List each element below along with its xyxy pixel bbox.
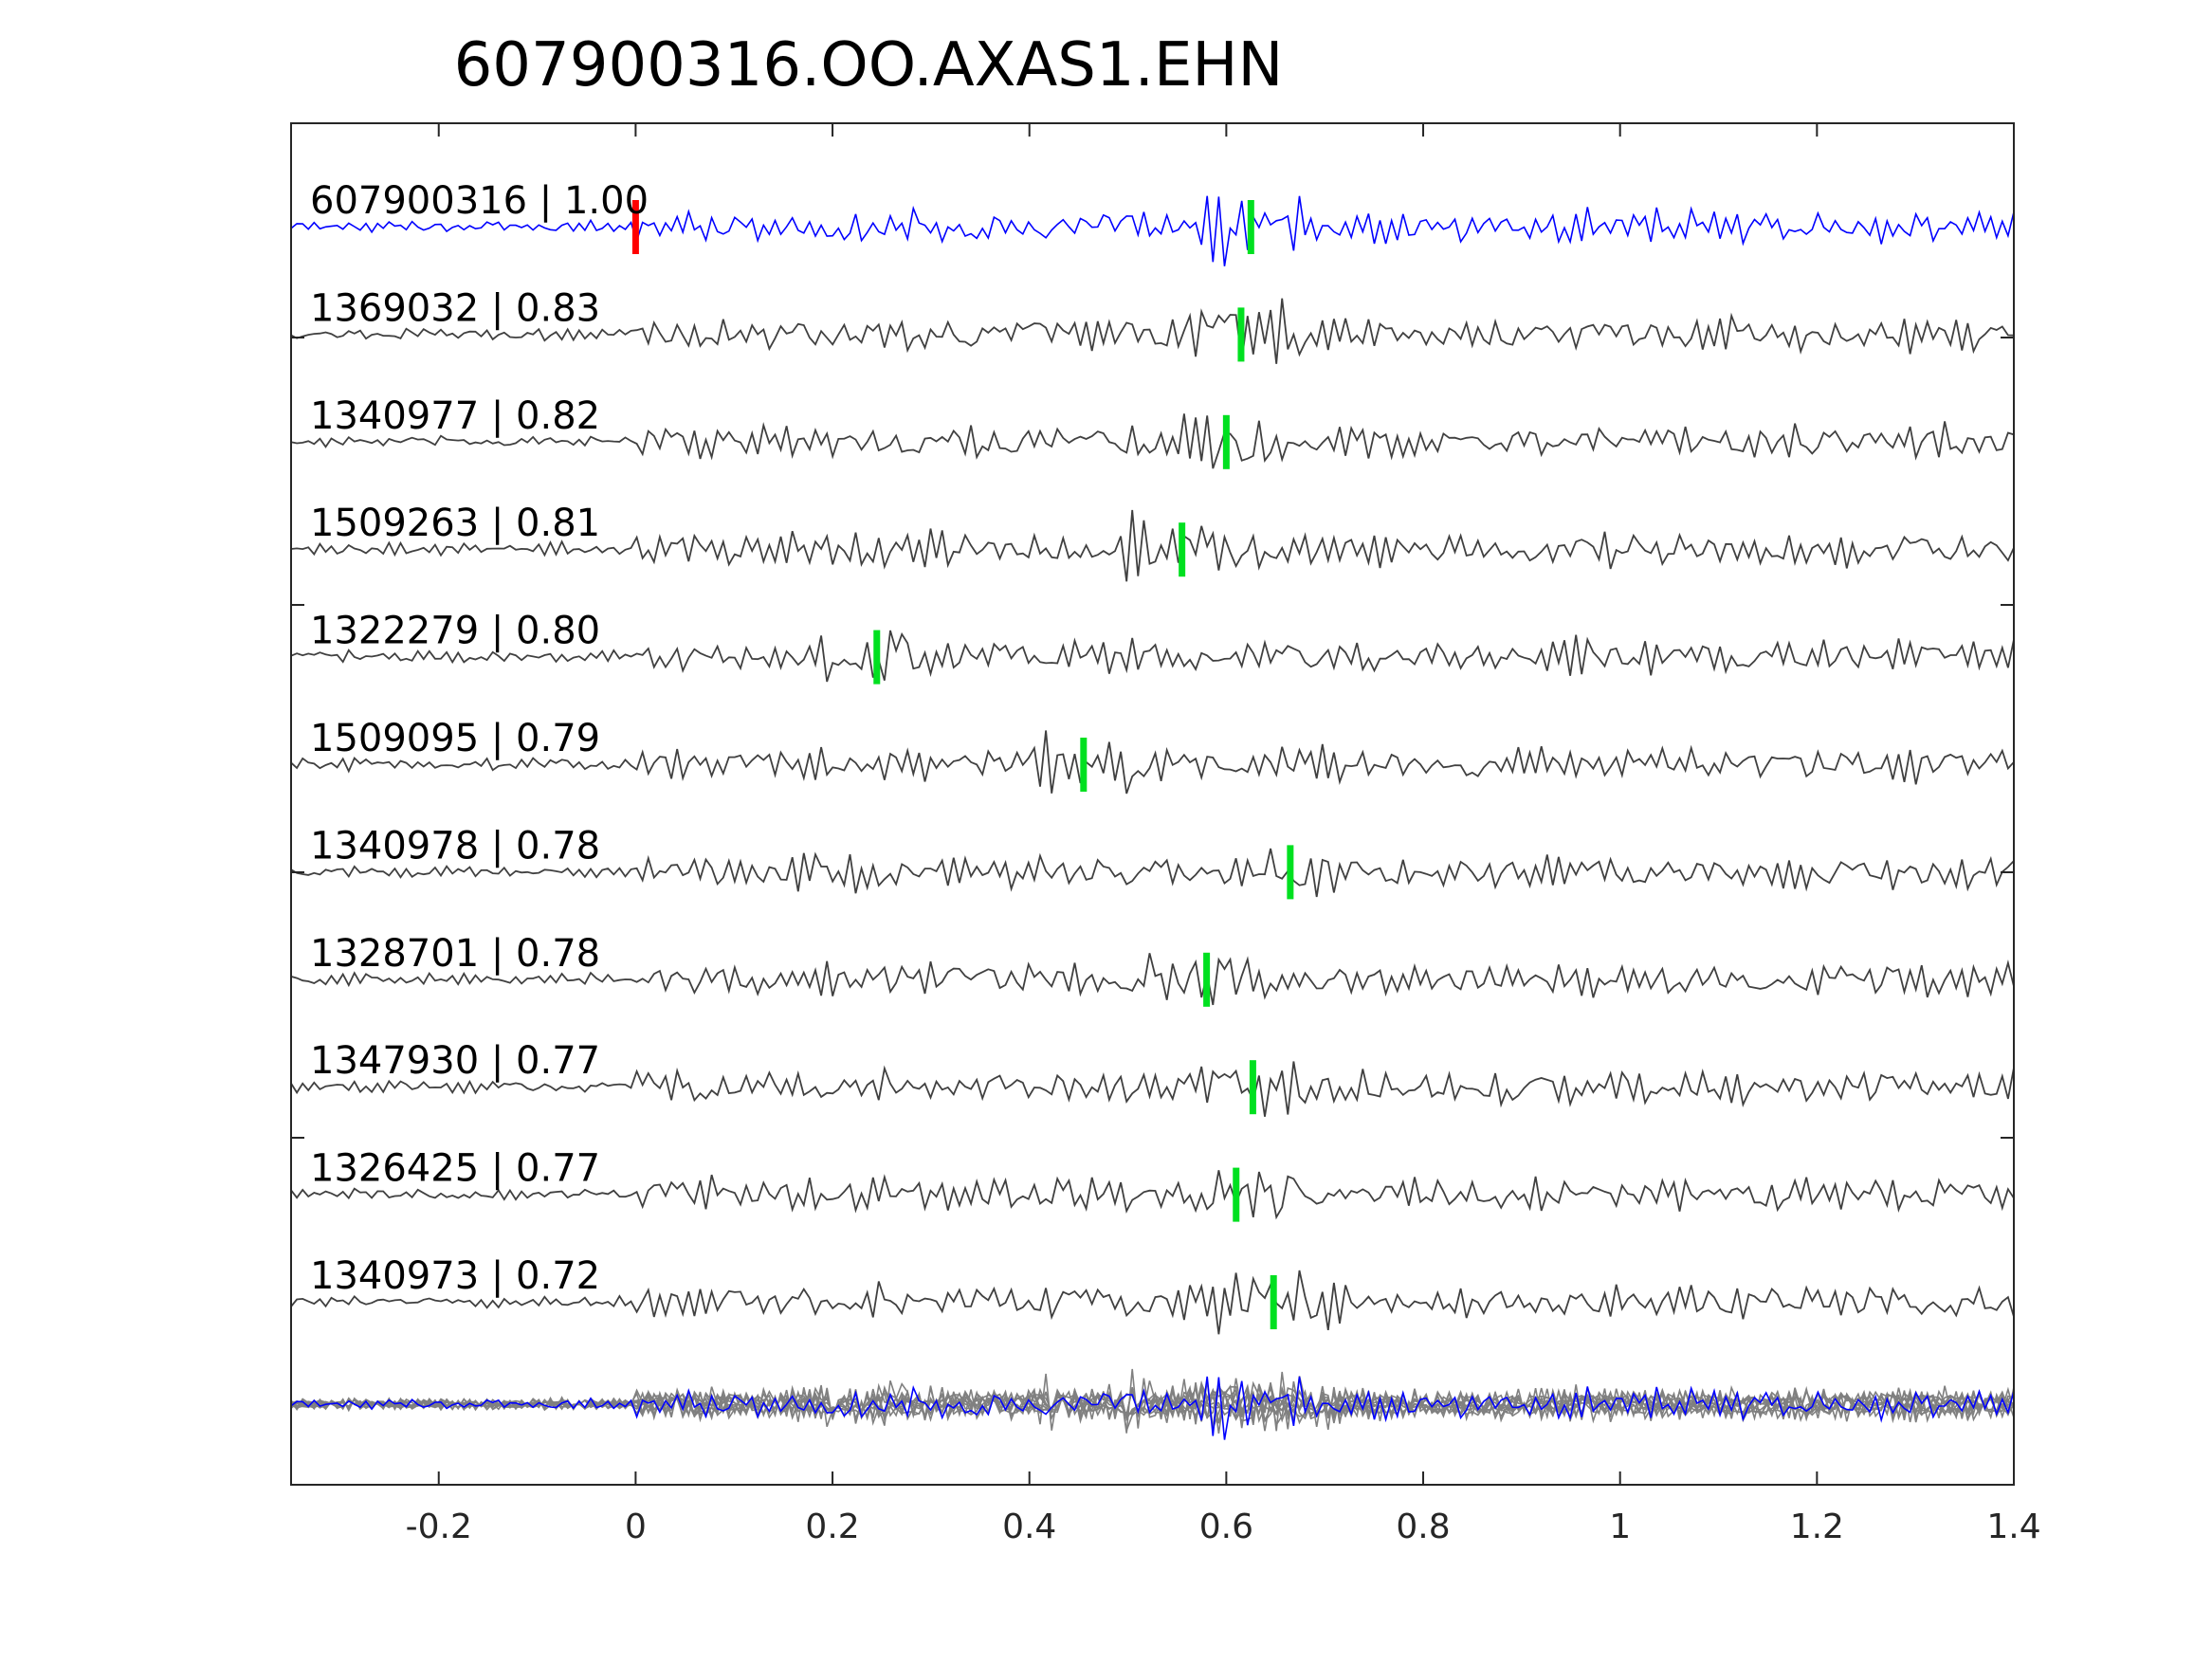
trace-label: 1322279 | 0.80 [310,610,600,653]
trace-label: 1326425 | 0.77 [310,1147,600,1191]
trace-label: 1328701 | 0.78 [310,932,600,976]
trace-label: 1509263 | 0.81 [310,502,600,545]
x-tick-label: 1.4 [1986,1508,2040,1546]
x-tick-label: 0.4 [1002,1508,1056,1546]
trace-line-1347930 [290,1061,2015,1117]
trace-label: 607900316 | 1.00 [310,179,649,223]
trace-labels: 607900316 | 1.00 1369032 | 0.83 1340977 | … [310,179,649,1298]
trace-line-1509095 [290,730,2015,795]
trace-line-1509263 [290,509,2015,582]
x-tick-label: 1.2 [1790,1508,1844,1546]
x-tick-label: -0.2 [406,1508,472,1546]
trace-line-1326425 [290,1170,2015,1220]
x-tick-label: 0.8 [1396,1508,1450,1546]
trace-label: 1347930 | 0.77 [310,1039,600,1083]
green-pick-marker [1247,200,1254,254]
stack-template-line [290,1376,2015,1440]
green-pick-marker [1203,952,1211,1007]
x-axis: -0.2 0 0.2 0.4 0.6 0.8 1 1.2 1.4 [291,123,2041,1546]
green-pick-marker [1179,522,1186,577]
trace-line-1328701 [290,953,2015,1006]
plot-frame [290,122,2015,1486]
green-pick-marker [1249,1060,1256,1115]
green-pick-marker [1270,1275,1277,1329]
green-pick-marker [1080,738,1088,792]
red-pick-marker [631,200,639,254]
trace-line-1369032 [290,298,2015,364]
trace-label: 1509095 | 0.79 [310,717,600,760]
trace-line-1340977 [290,413,2015,469]
stack-trace-line [290,1376,2015,1435]
trace-line-1340973 [290,1270,2015,1335]
trace-line-1322279 [290,630,2015,683]
trace-label: 1340978 | 0.78 [310,824,600,868]
traces-group [290,195,2015,1440]
x-tick-label: 0 [625,1508,647,1546]
x-tick-label: 1 [1609,1508,1631,1546]
trace-label: 1369032 | 0.83 [310,286,600,330]
x-tick-label: 0.2 [805,1508,859,1546]
trace-label: 1340973 | 0.72 [310,1254,600,1298]
trace-line-1340978 [290,848,2015,898]
trace-label: 1340977 | 0.82 [310,394,600,438]
green-pick-marker [1222,414,1230,469]
green-pick-marker [873,630,881,685]
chart-title: 607900316.OO.AXAS1.EHN [454,30,1284,101]
trace-line-607900316 [290,195,2015,266]
green-pick-marker [1233,1167,1240,1222]
green-pick-marker [1237,307,1245,362]
green-pick-marker [1287,845,1294,900]
x-tick-label: 0.6 [1199,1508,1253,1546]
